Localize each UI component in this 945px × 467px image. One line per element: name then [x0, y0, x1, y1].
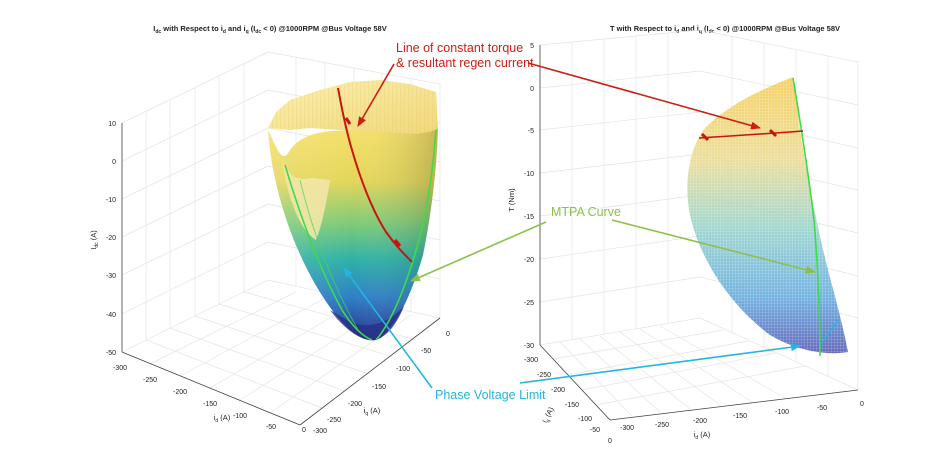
right-z-tick: 5: [530, 43, 534, 50]
left-x-tick: -150: [203, 401, 217, 408]
right-y-axis: [539, 344, 611, 421]
right-x-tick: -100: [775, 409, 789, 416]
left-y-tick: 0: [446, 331, 450, 338]
right-z-tick: -15: [524, 214, 534, 221]
right-x-ticks: -300 -250 -200 -150 -100 -50 0: [620, 401, 864, 432]
annotation-phase-voltage-arrow-left: [343, 267, 433, 389]
left-plot: Idc with Respect to id and iq (Idc < 0) …: [89, 24, 450, 435]
right-plot-title: T with Respect to id and iq (Idc < 0) @1…: [610, 24, 840, 35]
left-y-tick: -50: [421, 348, 431, 355]
right-torque-line: [698, 130, 804, 139]
left-y-axis: [299, 317, 441, 426]
left-x-tick: -50: [266, 424, 276, 431]
right-z-tick: -10: [524, 171, 534, 178]
right-y-ticks: -300 -250 -200 -150 -100 -50 0: [524, 357, 612, 445]
right-x-label: id (A): [694, 430, 711, 441]
right-x-tick: -50: [817, 405, 827, 412]
left-x-ticks: -300 -250 -200 -150 -100 -50 0: [113, 365, 306, 434]
right-y-tick: -100: [578, 416, 592, 423]
annotation-torque-text-2: & resultant regen current: [396, 56, 534, 70]
right-x-tick: 0: [860, 401, 864, 408]
right-y-tick: -50: [590, 427, 600, 434]
left-z-tick: -40: [106, 312, 116, 319]
right-z-ticks: 5 0 -5 -10 -15 -20 -25 -30: [524, 43, 534, 350]
left-plot-title: Idc with Respect to id and iq (Idc < 0) …: [153, 24, 386, 35]
left-y-ticks: 0 -50 -100 -150 -200 -250 -300: [313, 331, 450, 435]
right-z-tick: -5: [528, 128, 534, 135]
right-x-tick: -300: [620, 425, 634, 432]
annotation-mtpa-arrow-right: [611, 219, 816, 274]
right-mtpa-curve: [792, 77, 821, 357]
left-x-tick: -300: [113, 365, 127, 372]
left-x-tick: -200: [173, 389, 187, 396]
right-y-label: iq (A): [540, 405, 558, 425]
annotation-mtpa-text: MTPA Curve: [551, 205, 621, 219]
annotation-torque-arrow-left: [357, 63, 395, 127]
left-y-tick: -150: [372, 384, 386, 391]
right-z-tick: -30: [524, 343, 534, 350]
left-phase-voltage-curve: [375, 129, 437, 341]
right-y-tick: -250: [537, 372, 551, 379]
left-z-label: Idc (A): [89, 230, 100, 250]
left-y-tick: -250: [327, 417, 341, 424]
right-z-tick: -20: [524, 257, 534, 264]
left-y-label: iq (A): [364, 406, 381, 417]
right-z-tick: -25: [524, 300, 534, 307]
left-z-tick: -10: [106, 197, 116, 204]
left-y-tick: -100: [396, 366, 410, 373]
left-y-tick: -300: [313, 428, 327, 435]
right-x-tick: -250: [655, 422, 669, 429]
left-x-axis: [121, 351, 301, 426]
left-surface-inner-face: [282, 160, 330, 240]
annotation-torque: Line of constant torque & resultant rege…: [357, 41, 761, 130]
right-y-tick: -150: [565, 402, 579, 409]
right-phase-voltage-mark: [819, 319, 839, 346]
annotation-phase-voltage: Phase Voltage Limit: [343, 267, 801, 402]
annotation-mtpa-arrow-left: [410, 221, 547, 282]
left-z-tick: -20: [106, 235, 116, 242]
left-x-tick: 0: [302, 427, 306, 434]
left-z-tick: 0: [112, 159, 116, 166]
annotation-torque-arrow-right: [527, 62, 761, 130]
left-z-tick: -30: [106, 273, 116, 280]
annotation-phase-voltage-arrow-right: [519, 343, 801, 384]
right-z-label: T (Nm): [507, 188, 516, 212]
annotation-torque-text-1: Line of constant torque: [396, 41, 523, 55]
right-y-tick: -300: [524, 357, 538, 364]
right-x-axis: [609, 389, 859, 421]
left-mtpa-curve: [284, 164, 373, 341]
left-x-tick: -100: [233, 413, 247, 420]
left-torque-line: [337, 87, 413, 263]
left-x-tick: -250: [143, 377, 157, 384]
right-z-tick: 0: [530, 86, 534, 93]
annotation-phase-voltage-text: Phase Voltage Limit: [435, 388, 546, 402]
right-y-tick: -200: [551, 387, 565, 394]
left-y-tick: -200: [348, 401, 362, 408]
right-x-tick: -200: [693, 418, 707, 425]
right-plot: T with Respect to id and iq (Idc < 0) @1…: [507, 24, 864, 445]
left-x-label: id (A): [214, 413, 231, 424]
left-z-tick: 10: [108, 121, 116, 128]
right-x-tick: -150: [733, 413, 747, 420]
right-y-tick: 0: [608, 438, 612, 445]
left-z-tick: -50: [106, 350, 116, 357]
annotation-mtpa: MTPA Curve: [410, 205, 816, 282]
left-z-ticks: 10 0 -10 -20 -30 -40 -50: [106, 121, 116, 357]
